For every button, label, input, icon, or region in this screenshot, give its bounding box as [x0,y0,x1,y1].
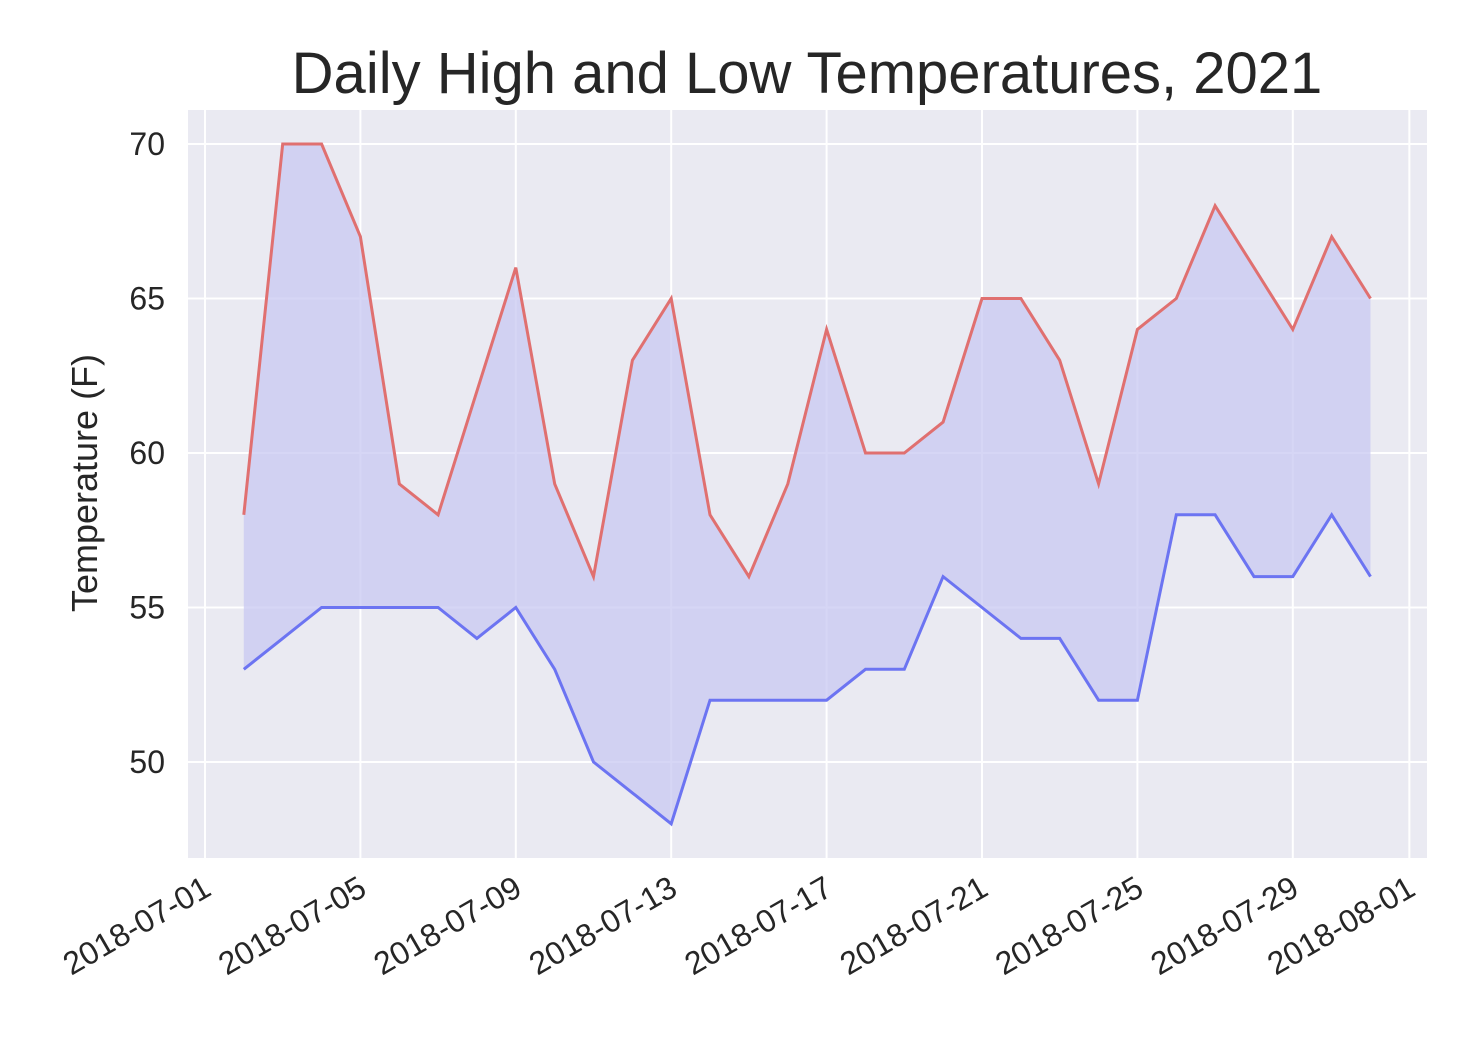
x-tick-label: 2018-07-05 [212,869,372,982]
y-tick-label: 60 [129,435,165,471]
y-tick-label: 65 [129,281,165,317]
high-low-fill [243,144,1371,824]
x-tick-label: 2018-07-25 [989,869,1149,982]
x-tick-label: 2018-07-01 [57,869,217,982]
high-temperature-line [242,142,1372,582]
y-axis-label: Temperature (F) [64,354,105,612]
y-axis-ticks: 50 55 60 65 70 [129,126,165,780]
x-tick-label: 2018-07-21 [834,869,994,982]
chart-title: Daily High and Low Temperatures, 2021 [292,41,1323,106]
x-axis-ticks: 2018-07-012018-07-052018-07-092018-07-13… [57,869,1421,982]
y-tick-label: 50 [129,744,165,780]
x-tick-label: 2018-07-09 [368,869,528,982]
low-temperature-line [242,511,1372,827]
x-tick-label: 2018-07-13 [523,869,683,982]
y-tick-label: 70 [129,126,165,162]
x-tick-label: 2018-07-17 [678,869,838,982]
y-tick-label: 55 [129,590,165,626]
